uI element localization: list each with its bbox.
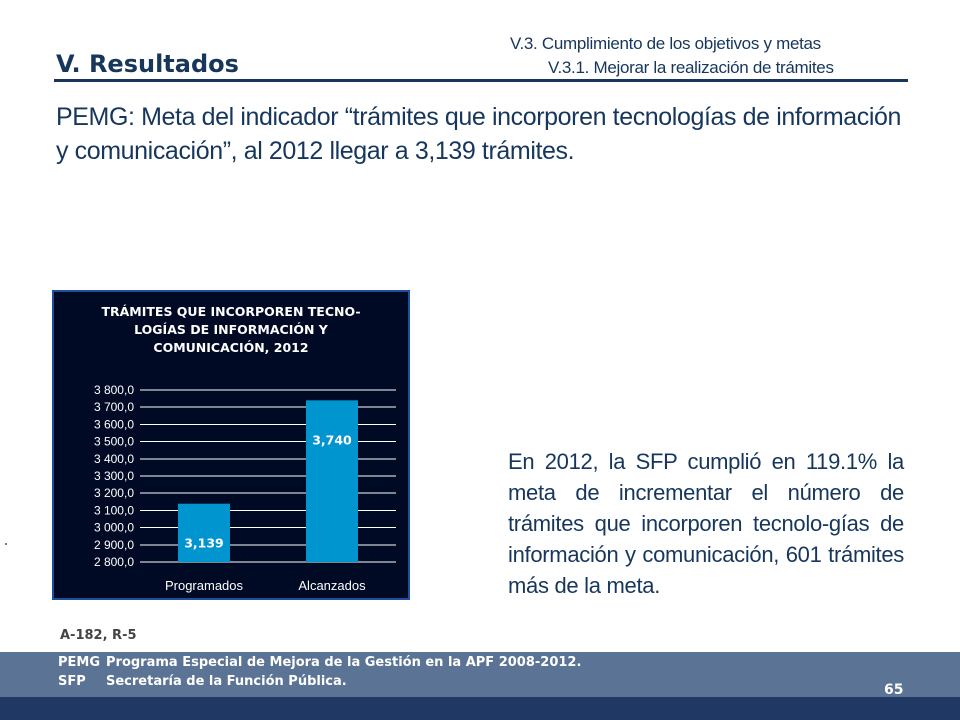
description-text: En 2012, la SFP cumplió en 119.1% la met… [508,449,904,598]
y-tick-label: 3 700,0 [94,400,134,414]
y-tick-label: 3 200,0 [94,486,134,500]
footer-bottom-bar [0,697,960,720]
x-category-label: Alcanzados [298,578,366,593]
y-tick-label: 2 900,0 [94,538,134,552]
data-label: 3,139 [184,536,224,551]
chart-title-line: LOGÍAS DE INFORMACIÓN Y [134,322,329,337]
footnote-sfp: SFP Secretaría de la Función Pública. [58,674,347,689]
y-tick-label: 3 400,0 [94,452,134,466]
chart-title-line: COMUNICACIÓN, 2012 [153,340,308,355]
bar-programados [178,503,230,562]
stray-dot [5,543,7,545]
title-underline [54,79,908,82]
source-reference: A-182, R-5 [60,628,137,643]
y-tick-label: 3 600,0 [94,417,134,431]
bar-chart: TRÁMITES QUE INCORPOREN TECNO- LOGÍAS DE … [52,290,410,600]
y-tick-label: 3 100,0 [94,503,134,517]
headline-text: PEMG: Meta del indicador “trámites que i… [56,103,902,165]
footnote-abbr: SFP [58,674,86,689]
chart-title-line: TRÁMITES QUE INCORPOREN TECNO- [101,304,360,319]
page-number: 65 [884,682,904,698]
x-category-label: Programados [165,578,244,593]
y-tick-label: 3 000,0 [94,521,134,535]
footnote-abbr: PEMG [58,655,101,670]
y-tick-label: 3 300,0 [94,469,134,483]
y-tick-label: 3 500,0 [94,435,134,449]
footnote-definition: Programa Especial de Mejora de la Gestió… [106,655,582,670]
footer-band [0,652,960,697]
footnote-definition: Secretaría de la Función Pública. [106,674,347,689]
bar-alcanzados [306,400,358,562]
footnote-pemg: PEMG Programa Especial de Mejora de la Ge… [58,655,581,670]
y-tick-label: 2 800,0 [94,555,134,569]
section-title: V. Resultados [56,50,239,78]
bar-chart-svg: TRÁMITES QUE INCORPOREN TECNO- LOGÍAS DE … [94,304,396,593]
y-tick-label: 3 800,0 [94,383,134,397]
subsection-title: V.3. Cumplimiento de los objetivos y met… [510,34,821,53]
data-label: 3,740 [312,432,352,447]
sub-subsection-title: V.3.1. Mejorar la realización de trámite… [548,58,834,77]
